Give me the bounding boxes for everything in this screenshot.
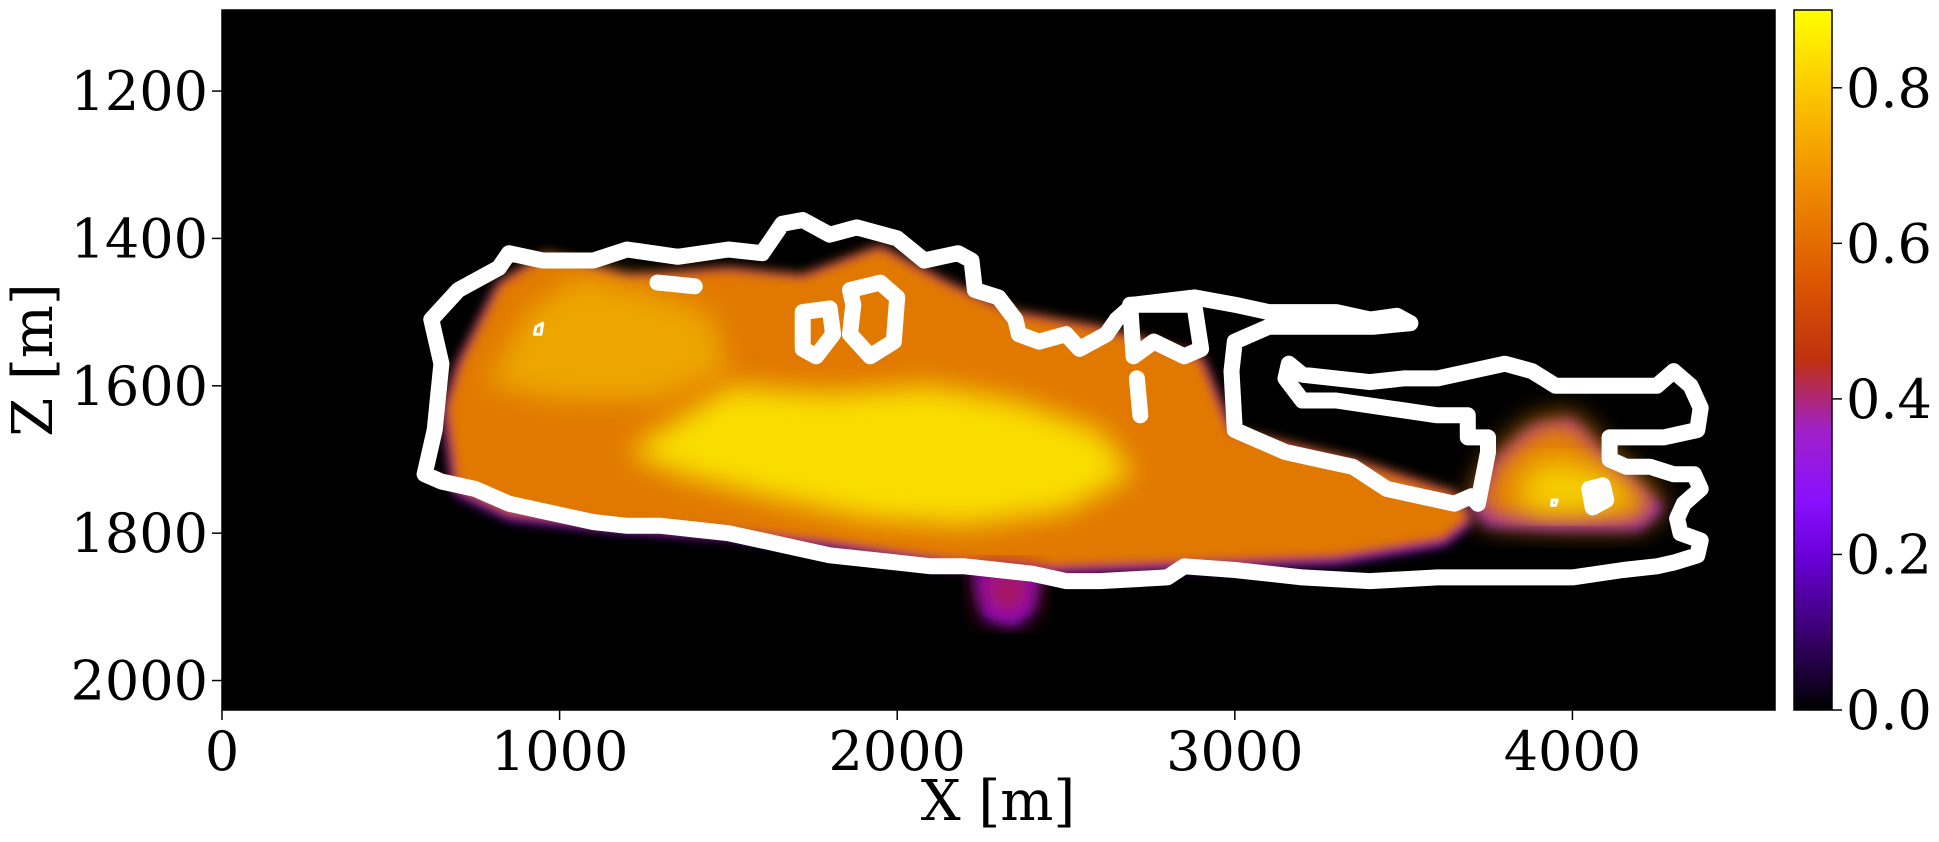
small-segment-1: [649, 274, 703, 295]
y-tick-label: 1800: [71, 502, 208, 565]
colorbar-tick-label: 0.8: [1846, 57, 1932, 120]
contour-layer: [416, 212, 1709, 590]
core: [627, 385, 1134, 526]
x-axis-label: X [m]: [921, 769, 1075, 834]
x-axis: 0 1000 2000 3000 4000: [205, 710, 1641, 783]
small-circle-2: [1476, 493, 1487, 504]
y-tick-label: 1400: [71, 207, 208, 270]
colorbar-tick-label: 0.2: [1846, 523, 1932, 586]
y-axis-label: Z [m]: [1, 283, 66, 437]
plot-frame: [221, 9, 1776, 711]
small-circle-3: [1550, 498, 1559, 507]
small-blob: [1581, 477, 1615, 516]
heatmap-field: [444, 245, 1664, 626]
upper-left: [485, 275, 729, 401]
colorbar-axis: 0.0 0.2 0.4 0.6 0.8: [1832, 57, 1932, 742]
x-tick-label: 4000: [1504, 720, 1641, 783]
x-tick-label: 1000: [491, 720, 628, 783]
colorbar-tick-label: 0.0: [1846, 679, 1932, 742]
small-circle-1: [532, 321, 545, 336]
colorbar: [1793, 9, 1833, 711]
x-tick-label: 3000: [1166, 720, 1303, 783]
y-axis: 1200 1400 1600 1800 2000: [71, 60, 222, 713]
x-tick-label: 2000: [828, 720, 965, 783]
y-tick-label: 1200: [71, 60, 208, 123]
inner-loop-2: [842, 274, 906, 365]
x-tick-label: 0: [205, 720, 239, 783]
y-tick-label: 2000: [71, 650, 208, 713]
inner-loop-3: [1122, 296, 1210, 365]
small-segment-2: [1128, 370, 1149, 424]
colorbar-tick-label: 0.6: [1846, 212, 1932, 275]
inner-loop-1: [794, 300, 842, 365]
main-contour: [416, 212, 1709, 590]
y-tick-label: 1600: [71, 355, 208, 418]
colorbar-tick-label: 0.4: [1846, 368, 1932, 431]
